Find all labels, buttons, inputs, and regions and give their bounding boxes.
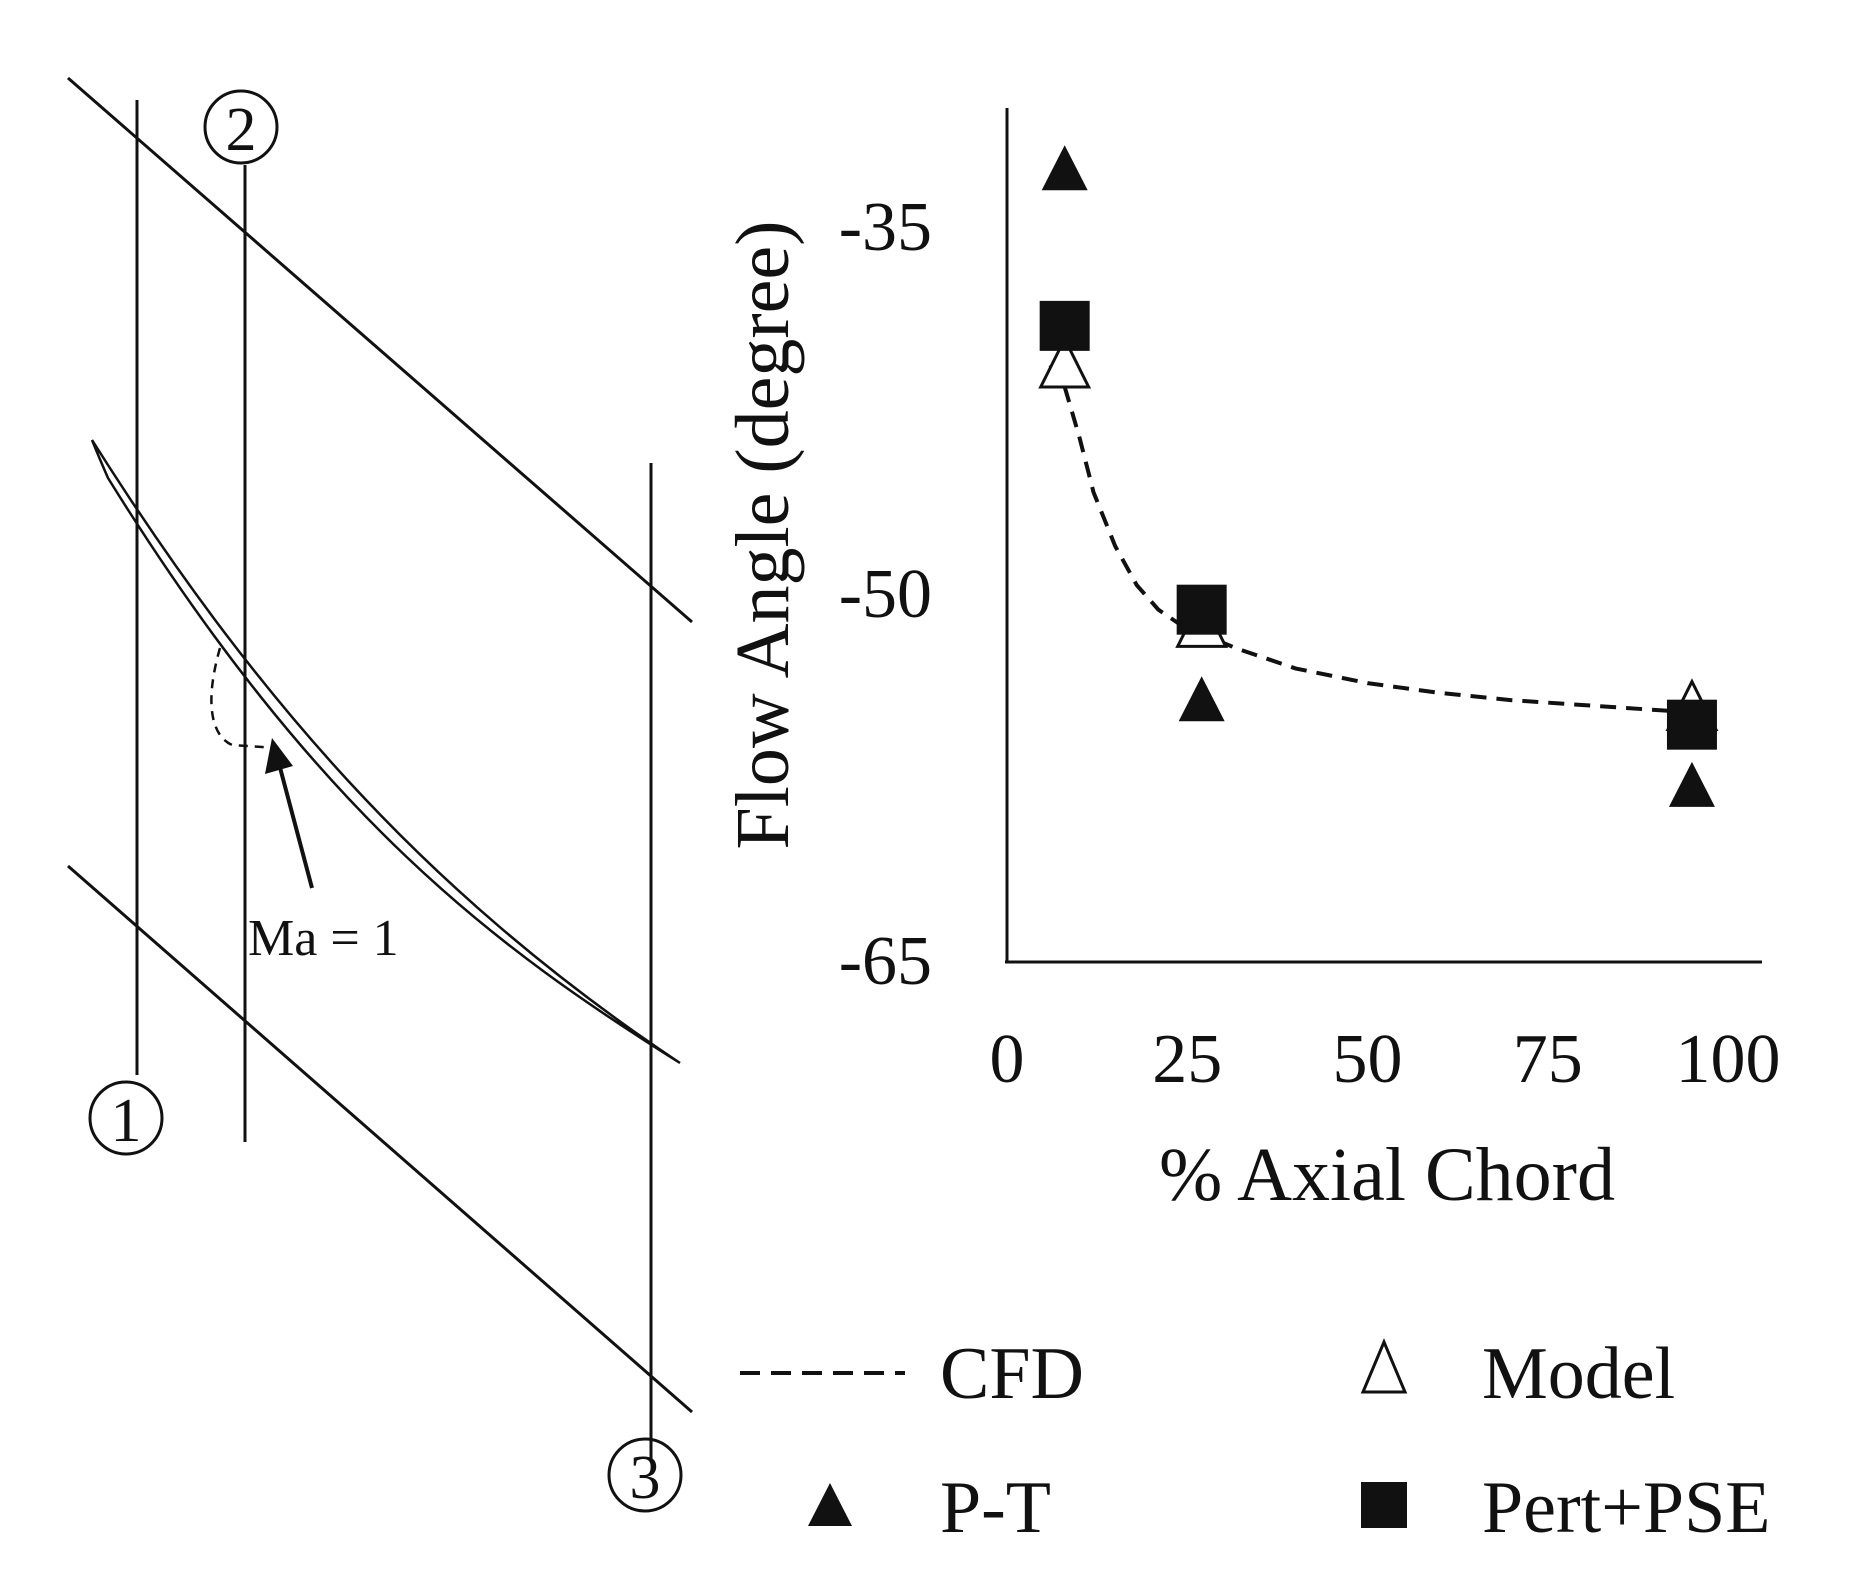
pt-point bbox=[1668, 761, 1715, 807]
pert-pse-point bbox=[1039, 300, 1090, 351]
station-2-marker bbox=[203, 89, 279, 165]
lower-boundary-line bbox=[67, 864, 693, 1414]
x-tick-labels: 0 25 50 75 100 bbox=[990, 1021, 1781, 1098]
sonic-annotation: Ma = 1 bbox=[248, 910, 399, 967]
flow-angle-chart: 0 25 50 75 100 -35 -50 -65 % Axial Chord Flow … bbox=[721, 108, 1781, 1217]
model-point bbox=[1038, 335, 1092, 389]
pert-pse-point bbox=[1666, 699, 1717, 750]
x-tick-label: 75 bbox=[1513, 1021, 1583, 1098]
station-3-marker bbox=[607, 1437, 683, 1513]
legend-pert-pse-label: Pert+PSE bbox=[1482, 1467, 1770, 1549]
annotation-arrow-shaft bbox=[276, 759, 314, 889]
pt-point bbox=[1178, 676, 1225, 722]
upper-boundary-line bbox=[67, 76, 693, 624]
station-3-label: 3 bbox=[630, 1444, 661, 1512]
sonic-line-curve bbox=[210, 647, 279, 750]
cfd-series bbox=[1048, 363, 1693, 715]
x-axis-title: % Axial Chord bbox=[1159, 1133, 1615, 1217]
y-tick-label: -50 bbox=[839, 556, 932, 633]
legend-pt-label: P-T bbox=[940, 1467, 1051, 1549]
legend-pert-pse-swatch bbox=[1361, 1482, 1407, 1528]
station-1-marker bbox=[88, 1080, 164, 1156]
marker-series bbox=[1038, 145, 1719, 807]
legend-model-swatch bbox=[1360, 1338, 1408, 1394]
y-tick-label: -65 bbox=[839, 923, 932, 1000]
blade-profile bbox=[90, 439, 681, 1065]
cascade-schematic bbox=[67, 76, 693, 1513]
y-tick-labels: -35 -50 -65 bbox=[839, 189, 932, 1000]
y-tick-label: -35 bbox=[839, 189, 932, 266]
legend-cfd-label: CFD bbox=[940, 1333, 1084, 1415]
cfd-line bbox=[1048, 363, 1693, 715]
legend: CFD Model P-T Pert+PSE bbox=[740, 1333, 1770, 1549]
legend-model-label: Model bbox=[1482, 1333, 1675, 1415]
station-2-label: 2 bbox=[226, 96, 257, 164]
x-tick-label: 50 bbox=[1333, 1021, 1403, 1098]
legend-pt-swatch bbox=[808, 1483, 852, 1526]
x-tick-label: 100 bbox=[1676, 1021, 1781, 1098]
pt-point bbox=[1041, 145, 1088, 191]
station-1-label: 1 bbox=[111, 1087, 142, 1155]
x-tick-label: 25 bbox=[1152, 1021, 1222, 1098]
x-tick-label: 0 bbox=[990, 1021, 1025, 1098]
y-axis-title: Flow Angle (degree) bbox=[721, 221, 805, 850]
pert-pse-point bbox=[1176, 584, 1227, 635]
annotation-arrowhead bbox=[265, 738, 293, 774]
